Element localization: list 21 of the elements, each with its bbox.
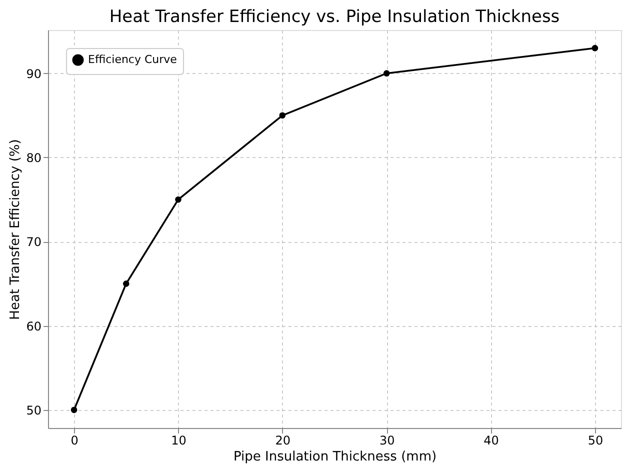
y-tick-label: 50 (26, 403, 42, 418)
x-tick-label: 30 (379, 434, 395, 448)
chart-title: Heat Transfer Efficiency vs. Pipe Insulation Thickness (109, 7, 560, 27)
x-tick-label: 40 (484, 434, 499, 448)
y-tick-label: 70 (26, 235, 42, 250)
legend-label: Efficiency Curve (88, 53, 178, 66)
y-axis-title: Heat Transfer Efficiency (%) (8, 139, 24, 320)
y-tick-label: 80 (26, 150, 42, 165)
y-tick-label: 60 (26, 319, 42, 334)
point (592, 44, 598, 52)
x-axis-title: Pipe Insulation Thickness (mm) (233, 450, 437, 464)
x-tick-label: 0 (70, 434, 78, 448)
point (175, 196, 182, 203)
point (279, 112, 286, 119)
point (70, 406, 78, 414)
y-tick-label: 90 (26, 66, 42, 81)
point (383, 70, 390, 76)
x-tick-label: 20 (275, 434, 291, 448)
x-tick-label: 50 (588, 434, 604, 448)
point (122, 280, 130, 287)
x-tick-label: 10 (171, 434, 186, 448)
